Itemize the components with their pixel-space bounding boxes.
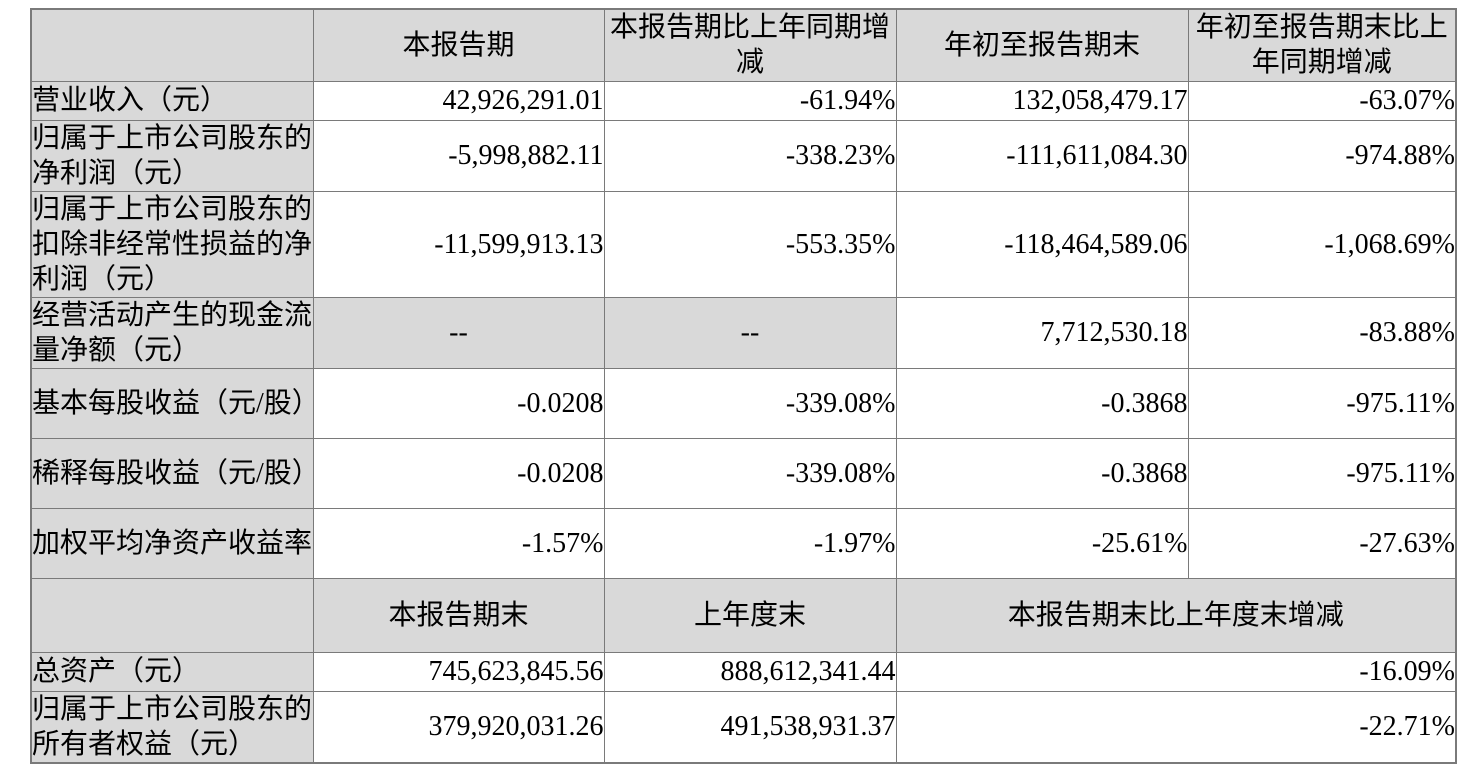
cell-yoy-change: -1.97% [603,507,897,579]
cell-ytd-yoy-change: -975.11% [1187,367,1457,439]
cell-yoy-change: -339.08% [603,367,897,439]
cell-ytd: -118,464,589.06 [895,190,1189,298]
header-row-period: 本报告期 本报告期比上年同期增减 年初至报告期末 年初至报告期末比上年同期增减 [30,8,1457,82]
cell-ytd-yoy-change: -83.88% [1187,296,1457,369]
cell-period-end: 379,920,031.26 [312,690,605,763]
cell-ytd: -111,611,084.30 [895,119,1189,192]
table-row-weighted-roe: 加权平均净资产收益率 -1.57% -1.97% -25.61% -27.63% [30,507,1457,579]
cell-yoy-change: -339.08% [603,437,897,509]
cell-current-period: -0.0208 [312,437,605,509]
row-label: 营业收入（元） [30,80,314,121]
table-row-basic-eps: 基本每股收益（元/股） -0.0208 -339.08% -0.3868 -97… [30,367,1457,439]
cell-yoy-change: -553.35% [603,190,897,298]
financial-summary-section: 本报告期 本报告期比上年同期增减 年初至报告期末 年初至报告期末比上年同期增减 … [30,8,1457,764]
table-row-total-assets: 总资产（元） 745,623,845.56 888,612,341.44 -16… [30,651,1457,692]
cell-period-end: 745,623,845.56 [312,651,605,692]
cell-yoy-change: -61.94% [603,80,897,121]
table-row-diluted-eps: 稀释每股收益（元/股） -0.0208 -339.08% -0.3868 -97… [30,437,1457,509]
row-label: 总资产（元） [30,651,314,692]
row-label: 稀释每股收益（元/股） [30,437,314,509]
cell-yoy-change: -- [603,296,897,369]
cell-ytd-yoy-change: -975.11% [1187,437,1457,509]
row-label: 基本每股收益（元/股） [30,367,314,439]
cell-ytd-yoy-change: -974.88% [1187,119,1457,192]
cell-current-period: -11,599,913.13 [312,190,605,298]
table-row-net-profit-deducted: 归属于上市公司股东的扣除非经常性损益的净利润（元） -11,599,913.13… [30,190,1457,298]
cell-ytd-yoy-change: -27.63% [1187,507,1457,579]
header-item-blank [30,577,314,653]
cell-current-period: -5,998,882.11 [312,119,605,192]
header-item-blank [30,8,314,82]
cell-ytd: -0.3868 [895,367,1189,439]
cell-current-period: -0.0208 [312,367,605,439]
table-row-operating-cash-flow: 经营活动产生的现金流量净额（元） -- -- 7,712,530.18 -83.… [30,296,1457,369]
row-label: 归属于上市公司股东的扣除非经常性损益的净利润（元） [30,190,314,298]
header-period-end: 本报告期末 [312,577,605,653]
cell-ytd-yoy-change: -63.07% [1187,80,1457,121]
header-ytd-yoy-change: 年初至报告期末比上年同期增减 [1187,8,1457,82]
header-ytd: 年初至报告期末 [895,8,1189,82]
cell-current-period: -1.57% [312,507,605,579]
cell-prior-year-end: 888,612,341.44 [603,651,897,692]
header-prior-year-end: 上年度末 [603,577,897,653]
financial-summary-table: 本报告期 本报告期比上年同期增减 年初至报告期末 年初至报告期末比上年同期增减 … [30,8,1457,764]
cell-change: -22.71% [895,690,1457,763]
row-label: 经营活动产生的现金流量净额（元） [30,296,314,369]
header-yoy-change: 本报告期比上年同期增减 [603,8,897,82]
row-label: 加权平均净资产收益率 [30,507,314,579]
cell-ytd: 132,058,479.17 [895,80,1189,121]
cell-ytd: 7,712,530.18 [895,296,1189,369]
cell-ytd-yoy-change: -1,068.69% [1187,190,1457,298]
row-label: 归属于上市公司股东的所有者权益（元） [30,690,314,763]
cell-prior-year-end: 491,538,931.37 [603,690,897,763]
cell-yoy-change: -338.23% [603,119,897,192]
cell-current-period: 42,926,291.01 [312,80,605,121]
header-row-period-end: 本报告期末 上年度末 本报告期末比上年度末增减 [30,577,1457,653]
table-row-revenue: 营业收入（元） 42,926,291.01 -61.94% 132,058,47… [30,80,1457,121]
cell-change: -16.09% [895,651,1457,692]
header-period-end-change: 本报告期末比上年度末增减 [895,577,1457,653]
table-row-net-profit: 归属于上市公司股东的净利润（元） -5,998,882.11 -338.23% … [30,119,1457,192]
row-label: 归属于上市公司股东的净利润（元） [30,119,314,192]
cell-ytd: -0.3868 [895,437,1189,509]
cell-current-period: -- [312,296,605,369]
table-row-equity: 归属于上市公司股东的所有者权益（元） 379,920,031.26 491,53… [30,690,1457,763]
header-current-period: 本报告期 [312,8,605,82]
cell-ytd: -25.61% [895,507,1189,579]
